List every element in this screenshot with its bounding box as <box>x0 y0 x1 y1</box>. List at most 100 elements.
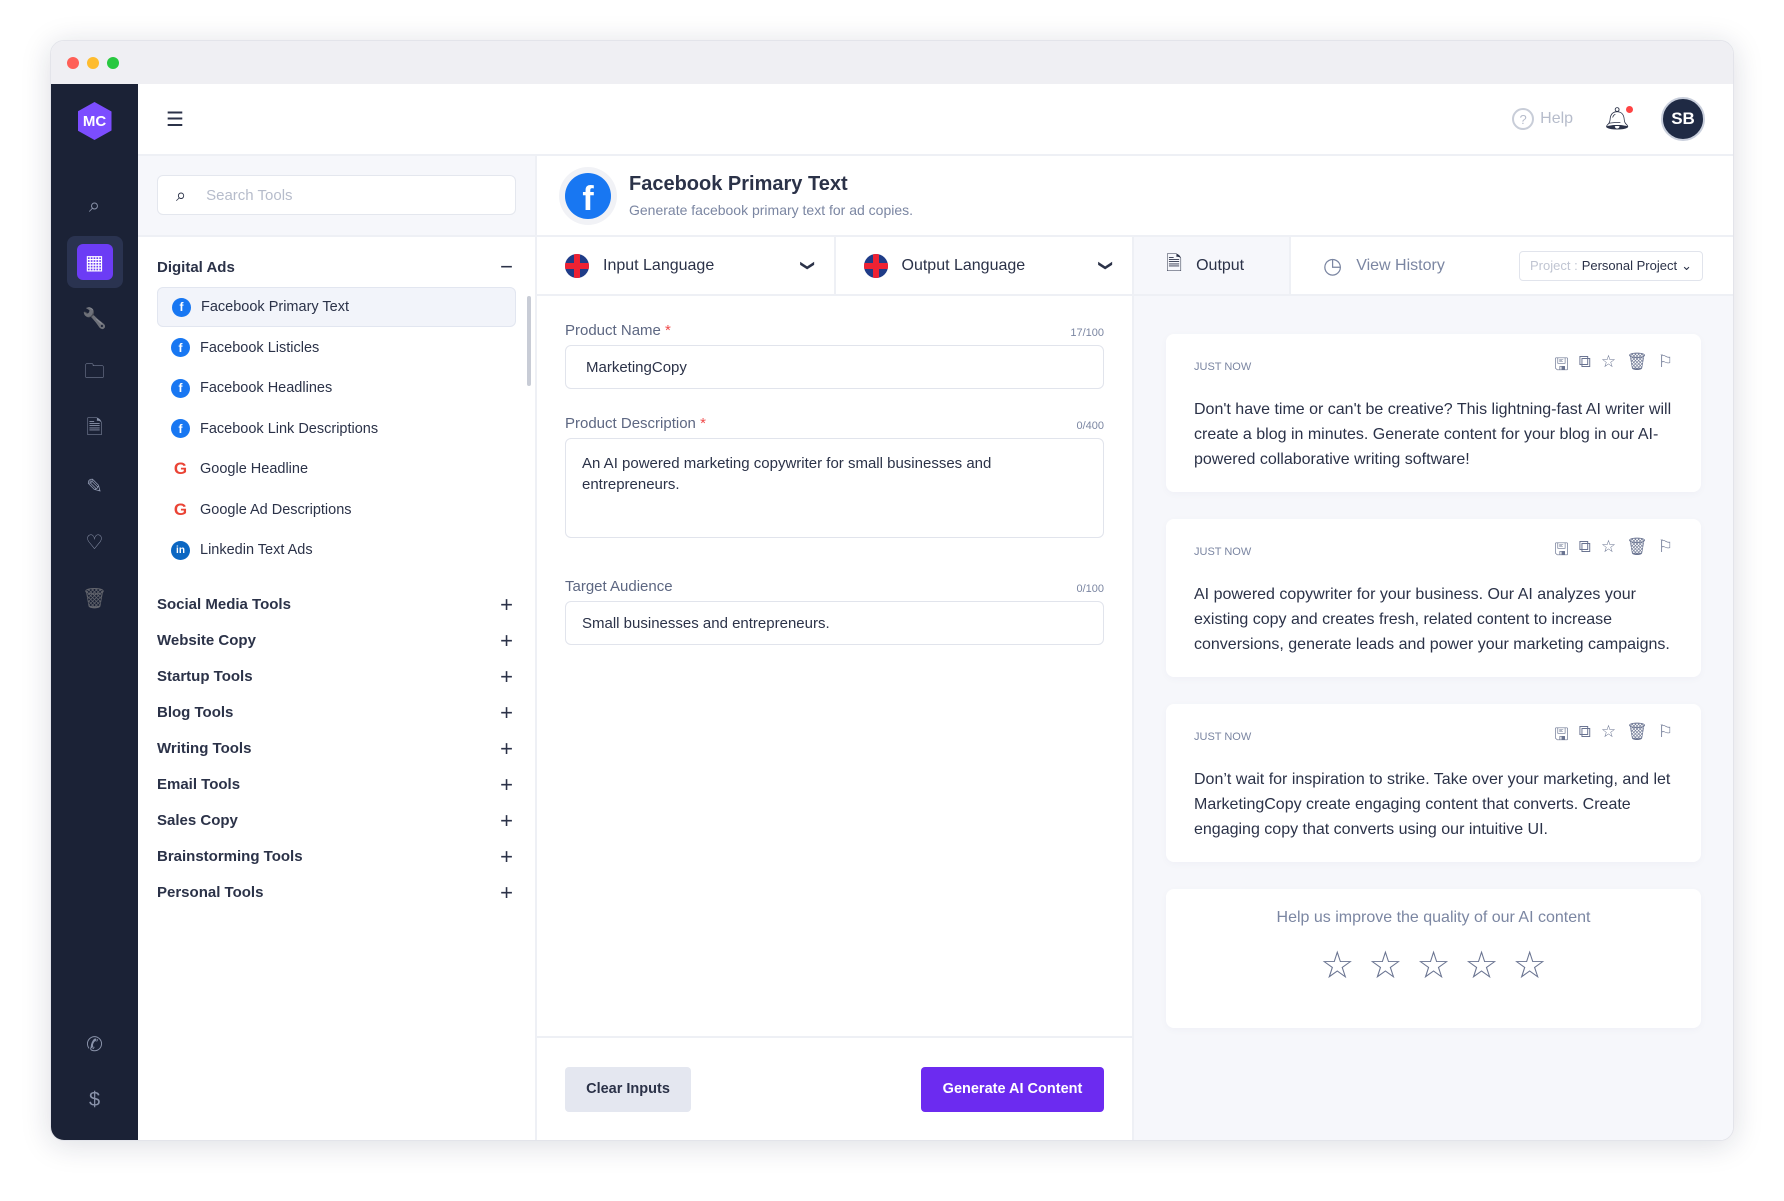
trash-icon[interactable]: 🗑︎ <box>1626 722 1648 741</box>
star-rating[interactable]: ☆ ☆ ☆ ☆ ☆ <box>1194 943 1673 988</box>
rail-folder-icon[interactable]: 🗀 <box>84 361 105 383</box>
product-name-input[interactable]: MarketingCopy <box>565 345 1104 389</box>
tool-item[interactable]: G Google Ad Descriptions <box>157 490 516 530</box>
expand-plus-icon[interactable]: + <box>500 807 513 833</box>
product-description-textarea[interactable]: An AI powered marketing copywriter for s… <box>565 438 1104 538</box>
notification-bell-icon[interactable]: 🔔︎ <box>1603 106 1633 131</box>
tool-item[interactable]: f Facebook Link Descriptions <box>157 409 516 449</box>
menu-toggle-icon[interactable]: ☰ <box>166 108 184 131</box>
generate-ai-content-button[interactable]: Generate AI Content <box>921 1066 1104 1112</box>
tool-item-label: Google Ad Descriptions <box>200 501 352 518</box>
category-item[interactable]: Writing Tools + <box>138 731 535 767</box>
star-icon[interactable]: ☆ <box>1600 722 1617 741</box>
category-item[interactable]: Email Tools + <box>138 767 535 803</box>
maximize-window-button[interactable] <box>107 56 119 69</box>
target-audience-input[interactable]: Small businesses and entrepreneurs. <box>565 601 1104 645</box>
category-item[interactable]: Startup Tools + <box>138 659 535 695</box>
category-item[interactable]: Blog Tools + <box>138 695 535 731</box>
expand-plus-icon[interactable]: + <box>500 771 513 797</box>
collapse-icon[interactable]: − <box>500 254 513 279</box>
close-window-button[interactable] <box>67 56 79 69</box>
rating-star-icon[interactable]: ☆ <box>1512 945 1547 987</box>
save-icon[interactable]: 🖫 <box>1554 355 1569 374</box>
char-count: 17/100 <box>1070 327 1104 339</box>
feedback-card: Help us improve the quality of our AI co… <box>1166 889 1701 1028</box>
rail-search-icon[interactable]: ⌕ <box>88 194 101 217</box>
rail-trash-icon[interactable]: 🗑 <box>81 587 108 610</box>
search-tools-input[interactable]: ⌕ Search Tools <box>157 175 516 215</box>
expand-plus-icon[interactable]: + <box>500 735 513 761</box>
category-item[interactable]: Website Copy + <box>138 623 535 659</box>
tool-item[interactable]: in Linkedin Text Ads <box>157 530 516 570</box>
trash-icon[interactable]: 🗑︎ <box>1626 537 1648 556</box>
rail-heart-icon[interactable]: ♡ <box>85 531 104 554</box>
save-icon[interactable]: 🖫 <box>1554 725 1569 744</box>
category-item[interactable]: Social Media Tools + <box>138 587 535 623</box>
timestamp: JUST NOW <box>1194 360 1252 373</box>
expand-plus-icon[interactable]: + <box>500 879 513 905</box>
tool-item[interactable]: f Facebook Headlines <box>157 368 516 408</box>
clear-inputs-button[interactable]: Clear Inputs <box>565 1066 691 1112</box>
help-link[interactable]: ? Help <box>1512 108 1573 130</box>
tool-item[interactable]: G Google Headline <box>157 449 516 489</box>
project-select[interactable]: Project : Personal Project ⌄ <box>1519 250 1703 281</box>
tool-item-label: Facebook Listicles <box>200 339 320 356</box>
input-language-select[interactable]: Input Language ❯ <box>537 237 834 294</box>
rail-edit-icon[interactable]: ✎ <box>86 475 103 498</box>
tab-view-history[interactable]: ◷ View History <box>1291 237 1477 294</box>
output-language-select[interactable]: Output Language ❯ <box>833 237 1133 294</box>
expand-plus-icon[interactable]: + <box>500 843 513 869</box>
linkedin-icon: in <box>171 540 190 560</box>
field-label: Product Name <box>565 322 661 339</box>
product-name-field: Product Name * 17/100 MarketingCopy <box>537 322 1132 389</box>
rail-dollar-icon[interactable]: $ <box>88 1088 101 1111</box>
tool-item[interactable]: f Facebook Primary Text <box>157 287 516 327</box>
star-icon[interactable]: ☆ <box>1600 352 1617 371</box>
category-item[interactable]: Personal Tools + <box>138 875 535 911</box>
output-text: Don’t wait for inspiration to strike. Ta… <box>1194 771 1671 838</box>
category-item[interactable]: Brainstorming Tools + <box>138 839 535 875</box>
expand-plus-icon[interactable]: + <box>500 663 513 689</box>
trash-icon[interactable]: 🗑︎ <box>1626 352 1648 371</box>
rating-star-icon[interactable]: ☆ <box>1368 945 1403 987</box>
category-label: Brainstorming Tools <box>157 848 303 865</box>
rail-phone-icon[interactable]: ✆ <box>86 1033 103 1056</box>
rating-star-icon[interactable]: ☆ <box>1416 945 1451 987</box>
tab-output[interactable]: 🗎 Output <box>1134 237 1291 294</box>
copy-icon[interactable]: ⧉ <box>1578 352 1591 371</box>
flag-icon[interactable]: ⚐ <box>1657 722 1673 741</box>
expand-plus-icon[interactable]: + <box>500 627 513 653</box>
expand-plus-icon[interactable]: + <box>500 699 513 725</box>
tool-item-label: Google Headline <box>200 461 309 477</box>
category-label: Email Tools <box>157 776 241 793</box>
save-icon[interactable]: 🖫 <box>1554 540 1569 559</box>
facebook-icon: f <box>565 172 611 219</box>
scrollbar[interactable] <box>527 296 531 386</box>
rail-grid-icon[interactable]: ▦ <box>66 236 123 288</box>
rail-document-icon[interactable]: 🗎 <box>86 417 103 439</box>
flag-icon[interactable]: ⚐ <box>1657 352 1673 371</box>
facebook-icon: f <box>171 338 190 357</box>
chevron-down-icon: ⌄ <box>1681 257 1692 273</box>
avatar[interactable]: SB <box>1661 97 1705 141</box>
flag-icon[interactable]: ⚐ <box>1657 537 1673 556</box>
output-language-label: Output Language <box>901 256 1026 274</box>
minimize-window-button[interactable] <box>87 56 99 69</box>
required-marker: * <box>665 322 671 339</box>
category-item[interactable]: Sales Copy + <box>138 803 535 839</box>
rail-wrench-icon[interactable]: 🔧 <box>82 307 107 330</box>
category-digital-ads[interactable]: Digital Ads − <box>138 247 535 287</box>
rating-star-icon[interactable]: ☆ <box>1464 945 1499 987</box>
tool-item[interactable]: f Facebook Listicles <box>157 328 516 368</box>
tab-label: View History <box>1356 256 1445 274</box>
help-label: Help <box>1540 110 1574 127</box>
top-header: ☰ ? Help 🔔︎ SB <box>138 84 1733 156</box>
copy-icon[interactable]: ⧉ <box>1578 722 1591 741</box>
rating-star-icon[interactable]: ☆ <box>1320 945 1355 987</box>
category-label: Writing Tools <box>157 740 252 757</box>
clock-icon: ◷ <box>1323 252 1343 278</box>
expand-plus-icon[interactable]: + <box>500 591 513 617</box>
copy-icon[interactable]: ⧉ <box>1578 537 1591 556</box>
star-icon[interactable]: ☆ <box>1600 537 1617 556</box>
char-count: 0/400 <box>1076 420 1104 432</box>
